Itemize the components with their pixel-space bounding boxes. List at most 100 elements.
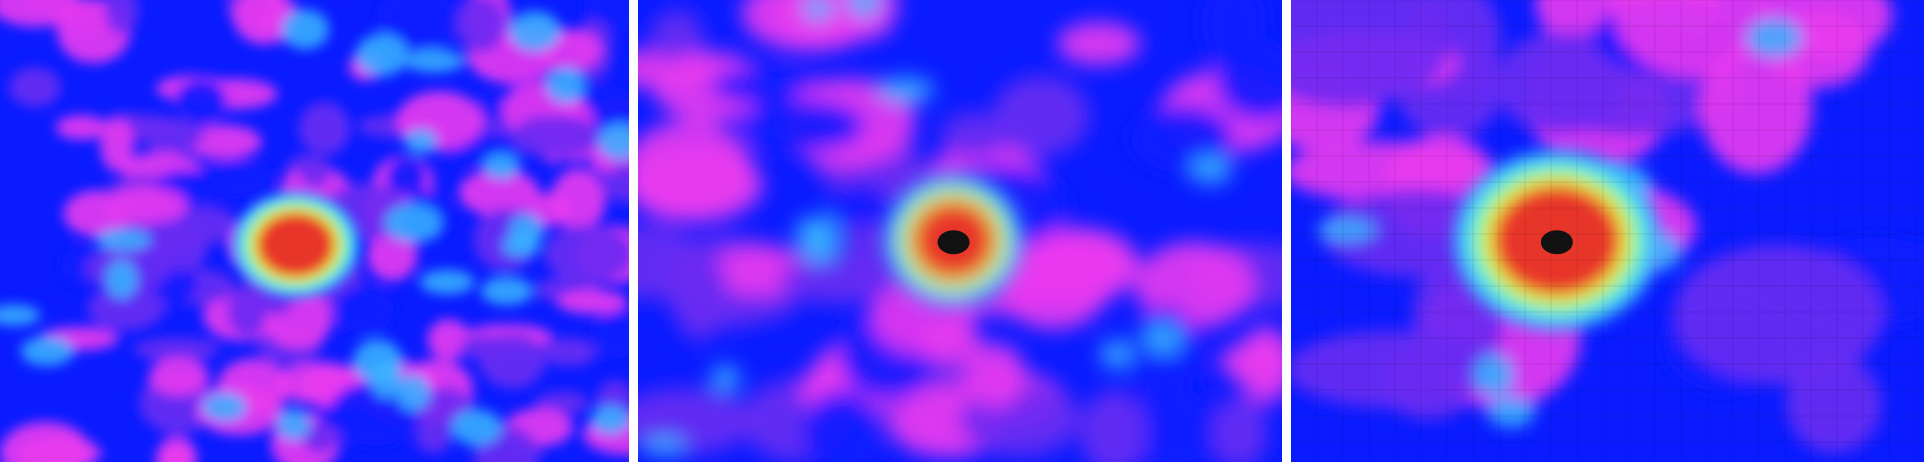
noise-blob	[298, 155, 332, 188]
noise-blob	[455, 0, 506, 53]
noise-blob	[511, 114, 601, 159]
noise-blob	[992, 75, 1090, 156]
cyan-spot	[509, 10, 561, 52]
cyan-spot	[96, 228, 151, 251]
cyan-spot	[501, 234, 540, 258]
noise-blob	[996, 232, 1112, 330]
noise-blob	[1219, 342, 1282, 382]
cyan-spot	[451, 409, 502, 446]
noise-blob	[377, 0, 464, 51]
heatmap-svg-1	[0, 0, 629, 462]
noise-blob	[100, 118, 135, 172]
cyan-spot	[395, 374, 431, 412]
noise-blob	[227, 283, 268, 338]
noise-blob	[940, 112, 1008, 159]
cyan-spot	[281, 9, 330, 50]
noise-blob	[9, 67, 61, 107]
noise-blob	[274, 361, 361, 404]
cyan-spot	[794, 216, 840, 249]
noise-blob	[156, 436, 197, 462]
cyan-spot	[1487, 396, 1535, 428]
cyan-spot	[403, 49, 464, 73]
cyan-spot	[483, 153, 520, 180]
heatmap-panel-3	[1291, 0, 1924, 462]
noise-blob	[527, 192, 571, 227]
cyan-spot	[384, 203, 442, 243]
noise-blob	[1212, 396, 1268, 462]
noise-blob	[638, 147, 764, 223]
cyan-spot	[480, 276, 533, 306]
noise-blob	[1215, 40, 1282, 121]
noise-blob	[1080, 390, 1148, 462]
cyan-spot	[405, 128, 438, 154]
cyan-spot	[419, 269, 475, 295]
noise-blob	[55, 115, 108, 140]
noise-blob	[458, 168, 540, 217]
cyan-spot	[641, 435, 687, 456]
hotspot-core	[1540, 230, 1573, 255]
cyan-spot	[590, 405, 629, 435]
noise-blob	[133, 337, 221, 361]
cyan-spot	[355, 33, 409, 77]
cyan-spot	[802, 0, 834, 21]
cyan-spot	[598, 122, 629, 161]
cyan-spot	[1473, 353, 1515, 397]
heatmap-panel-1	[0, 0, 629, 462]
noise-blob	[102, 186, 188, 225]
cyan-spot	[1317, 217, 1377, 243]
pixel-grid	[1291, 0, 1924, 462]
noise-blob	[544, 224, 629, 284]
cyan-spot	[1745, 18, 1803, 58]
cyan-spot	[546, 67, 586, 104]
noise-blob	[557, 289, 628, 315]
cyan-spot	[876, 76, 935, 103]
cyan-spot	[370, 360, 402, 399]
noise-blob	[334, 285, 395, 334]
noise-blob	[1673, 244, 1884, 385]
hotspot-core	[937, 230, 970, 255]
noise-blob	[803, 390, 881, 462]
noise-blob	[479, 332, 546, 389]
noise-blob	[739, 99, 865, 152]
noise-blob	[605, 163, 629, 204]
noise-blob	[919, 323, 983, 364]
noise-blob	[653, 51, 765, 124]
cyan-spot	[0, 304, 41, 326]
noise-blob	[302, 421, 339, 454]
cyan-spot	[710, 365, 741, 391]
cyan-spot	[276, 408, 311, 441]
noise-blob	[232, 0, 297, 45]
noise-blob	[1612, 0, 1771, 77]
cyan-spot	[201, 392, 247, 422]
cyan-spot	[1142, 322, 1184, 355]
noise-blob	[779, 255, 897, 304]
cyan-spot	[20, 336, 74, 367]
cyan-spot	[1100, 339, 1132, 369]
noise-blob	[0, 0, 82, 27]
noise-blob	[671, 249, 729, 341]
heatmap-panel-2	[638, 0, 1282, 462]
noise-blob	[541, 337, 598, 367]
cyan-spot	[105, 259, 138, 300]
noise-blob	[0, 421, 92, 462]
noise-blob	[385, 157, 428, 196]
noise-blob	[650, 10, 704, 65]
hotspot-ring-5	[256, 212, 335, 278]
noise-blob	[963, 343, 1026, 408]
noise-blob	[1495, 31, 1626, 135]
noise-blob	[141, 117, 204, 154]
noise-blob	[1291, 0, 1453, 108]
noise-blob	[595, 308, 629, 359]
noise-blob	[148, 357, 209, 396]
noise-blob	[104, 0, 139, 36]
noise-blob	[1056, 21, 1141, 66]
noise-blob	[87, 285, 165, 331]
noise-blob	[174, 78, 228, 124]
noise-blob	[366, 229, 418, 281]
cyan-spot	[1189, 155, 1232, 185]
noise-blob	[155, 226, 208, 272]
noise-blob	[427, 319, 470, 360]
heatmap-svg-2	[638, 0, 1282, 462]
cyan-spot	[847, 0, 882, 19]
